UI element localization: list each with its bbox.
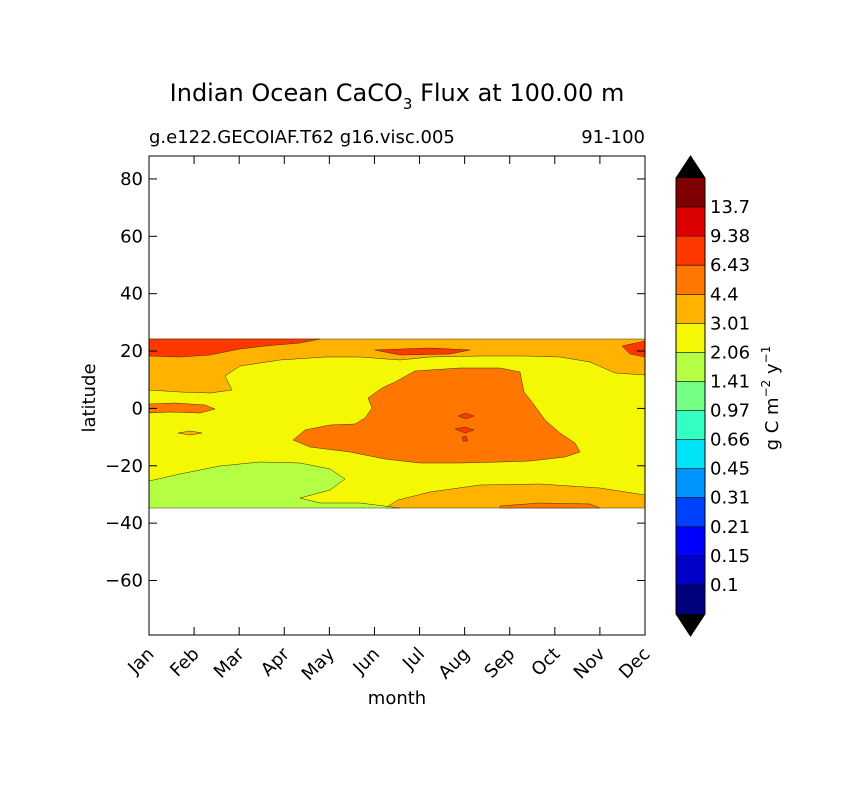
colorbar-swatch — [676, 178, 705, 208]
contour-region-spot-3 — [461, 435, 469, 442]
contour-region-southern-patch — [148, 461, 401, 509]
contour-region-north-band — [148, 338, 646, 394]
colorbar-tick-label: 0.66 — [710, 430, 750, 451]
contour-region-northern-edge — [148, 338, 321, 358]
colorbar-tick-label: 4.4 — [710, 284, 739, 305]
y-tick-label: 60 — [120, 226, 143, 247]
contour-region-eddy — [148, 402, 216, 414]
colorbar-swatch — [676, 468, 705, 498]
contour-region-spot-4 — [177, 430, 203, 436]
contour-region-spot-5 — [499, 502, 601, 509]
subtitle-left: g.e122.GECOIAF.T62 g16.visc.005 — [149, 127, 455, 148]
colorbar-swatch — [676, 236, 705, 266]
plot-frame — [148, 155, 646, 636]
colorbar-swatch — [676, 555, 705, 585]
x-tick-label: Dec — [615, 644, 654, 683]
x-tick-label: Jul — [398, 644, 429, 675]
colorbar-swatch — [676, 381, 705, 411]
colorbar-label: g C m−2 y−1 — [759, 346, 783, 451]
colorbar-under-arrow — [676, 614, 705, 636]
y-axis: 80 60 40 20 0 −20 −40 −60 — [105, 169, 645, 592]
y-tick-label: −20 — [105, 456, 143, 477]
colorbar-swatch — [676, 265, 705, 295]
subtitle-right: 91-100 — [581, 127, 645, 148]
colorbar-tick-label: 1.41 — [710, 371, 750, 392]
colorbar-over-arrow — [676, 156, 705, 178]
chart-title: Indian Ocean CaCO3 Flux at 100.00 m — [170, 79, 625, 113]
x-tick-label: Feb — [166, 644, 203, 681]
colorbar-tick-label: 0.15 — [710, 546, 750, 567]
colorbar-tick-label: 13.7 — [710, 197, 750, 218]
colorbar-swatch — [676, 410, 705, 440]
x-tick-label: Nov — [570, 643, 610, 683]
x-tick-label: Mar — [210, 643, 249, 682]
x-tick-label: Aug — [434, 644, 474, 684]
contour-region-equatorial-max — [292, 367, 581, 464]
colorbar-tick-label: 0.31 — [710, 488, 750, 509]
colorbar-tick-label: 0.97 — [710, 401, 750, 422]
colorbar-tick-label: 0.45 — [710, 459, 750, 480]
colorbar-tick-label: 0.21 — [710, 517, 750, 538]
contour-fills — [148, 338, 646, 509]
x-tick-label: Jan — [123, 644, 158, 679]
y-tick-label: 40 — [120, 284, 143, 305]
colorbar-swatch — [676, 584, 705, 614]
colorbar-tick-label: 9.38 — [710, 226, 750, 247]
contour-region-northern-edge-2 — [374, 347, 471, 356]
colorbar-outline — [675, 155, 706, 637]
y-tick-label: 20 — [120, 341, 143, 362]
y-tick-label: 0 — [132, 398, 143, 419]
colorbar-tick-label: 0.1 — [710, 575, 739, 596]
colorbar-swatch — [676, 323, 705, 353]
contour-region-spot-2 — [454, 426, 475, 434]
x-tick-label: Jun — [349, 644, 384, 679]
colorbar-swatch — [676, 497, 705, 527]
colorbar-tick-label: 2.06 — [710, 342, 750, 363]
x-tick-label: Apr — [257, 643, 294, 680]
colorbar-swatch — [676, 352, 705, 382]
colorbar-swatch — [676, 526, 705, 556]
x-tick-label: Sep — [480, 644, 519, 683]
y-axis-label: latitude — [79, 363, 100, 432]
colorbar-swatch — [676, 207, 705, 237]
plot-area: 80 60 40 20 0 −20 −40 −60 Jan Feb Mar Apr May Jun Jul… — [105, 155, 655, 685]
colorbar-swatch — [676, 439, 705, 469]
y-tick-label: −40 — [105, 513, 143, 534]
contour-region-spot-1 — [457, 412, 475, 420]
colorbar-tick-label: 3.01 — [710, 313, 750, 334]
x-tick-label: Oct — [527, 644, 564, 681]
colorbar: 0.1 0.15 0.21 0.31 0.45 0.66 0.97 1.41 2.06 3.01 4… — [675, 155, 750, 637]
x-axis-label: month — [368, 688, 426, 709]
colorbar-tick-label: 6.43 — [710, 255, 750, 276]
x-tick-label: May — [298, 643, 339, 684]
y-tick-label: 80 — [120, 169, 143, 190]
colorbar-swatch — [676, 294, 705, 324]
y-tick-label: −60 — [105, 571, 143, 592]
